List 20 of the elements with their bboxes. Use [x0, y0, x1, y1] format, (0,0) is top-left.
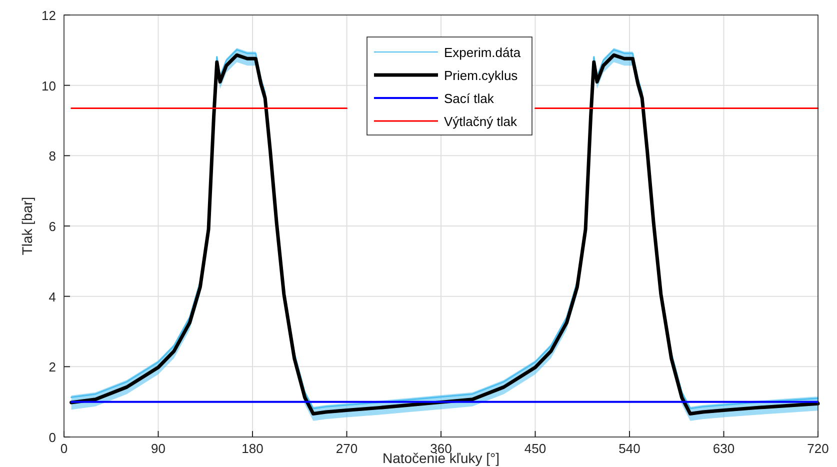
y-tick-label: 4	[48, 289, 56, 304]
x-tick-label: 540	[618, 441, 640, 456]
legend-label: Priem.cyklus	[444, 68, 518, 83]
legend-label: Výtlačný tlak	[444, 114, 518, 129]
x-tick-label: 630	[712, 441, 735, 456]
x-tick-label: 0	[60, 441, 68, 456]
y-tick-label: 8	[48, 148, 56, 164]
legend-label: Experim.dáta	[444, 45, 522, 60]
y-tick-label: 10	[42, 78, 56, 94]
y-axis-title: Tlak [bar]	[19, 196, 35, 256]
legend-label: Sací tlak	[444, 91, 494, 106]
y-tick-label: 12	[42, 8, 56, 23]
y-tick-label: 2	[48, 360, 56, 375]
x-tick-label: 270	[336, 441, 358, 456]
y-tick-label: 6	[48, 219, 56, 234]
x-tick-label: 720	[807, 441, 829, 456]
x-tick-label: 180	[242, 441, 264, 456]
x-tick-label: 450	[524, 441, 546, 456]
y-tick-label: 0	[48, 430, 56, 445]
x-tick-label: 90	[151, 441, 166, 456]
